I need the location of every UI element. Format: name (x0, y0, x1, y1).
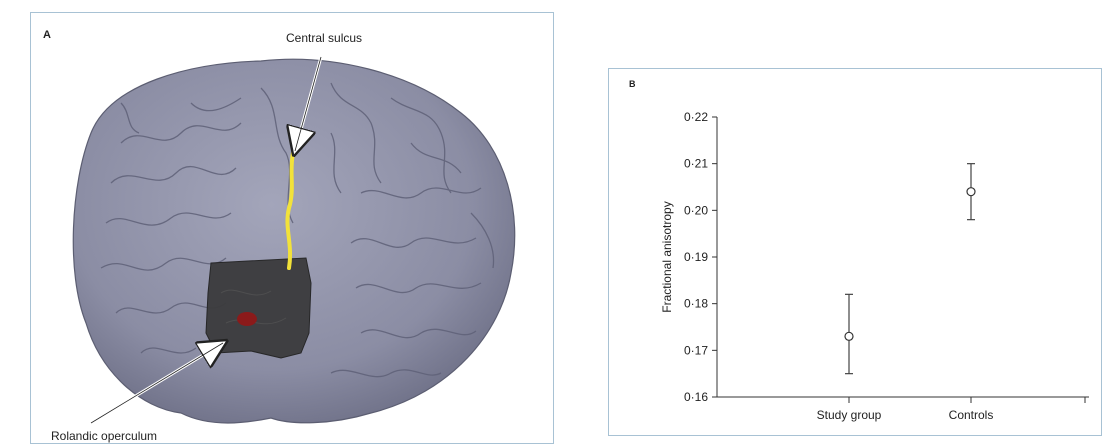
data-point (844, 331, 854, 341)
central-sulcus-line (285, 151, 295, 270)
rolandic-operculum-region (205, 257, 312, 359)
brain-illustration (72, 56, 516, 425)
panel-b: B Fractional anisotropy 0·16 0·17 0·18 0·19… (608, 68, 1102, 436)
x-ticks: Study group Controls (817, 397, 1086, 422)
panel-a: A Central sulcus Rolandic operculum (30, 12, 554, 444)
y-tick-label: 0·20 (684, 203, 708, 217)
focus-spot (237, 312, 257, 326)
y-tick-label: 0·22 (684, 110, 708, 124)
y-tick-label: 0·17 (684, 343, 708, 357)
y-tick-label: 0·18 (684, 297, 708, 311)
panel-b-label: B (629, 79, 636, 89)
brain-shape (72, 58, 516, 424)
y-axis-label: Fractional anisotropy (660, 201, 674, 312)
x-tick-label: Controls (949, 408, 994, 422)
data-point (966, 187, 976, 197)
y-tick-label: 0·19 (684, 250, 708, 264)
rolandic-operculum-label: Rolandic operculum (51, 429, 158, 443)
fa-chart: Fractional anisotropy 0·160·170·180·190·… (660, 110, 1089, 422)
y-ticks: 0·16 0·17 0·18 0·19 0·20 0·21 0·22 (684, 110, 717, 404)
data-marks (844, 163, 976, 375)
y-tick-label: 0·21 (684, 157, 708, 171)
panel-a-label: A (43, 29, 51, 41)
x-tick-label: Study group (817, 408, 882, 422)
central-sulcus-label: Central sulcus (286, 31, 363, 45)
y-tick-label: 0·16 (684, 390, 708, 404)
